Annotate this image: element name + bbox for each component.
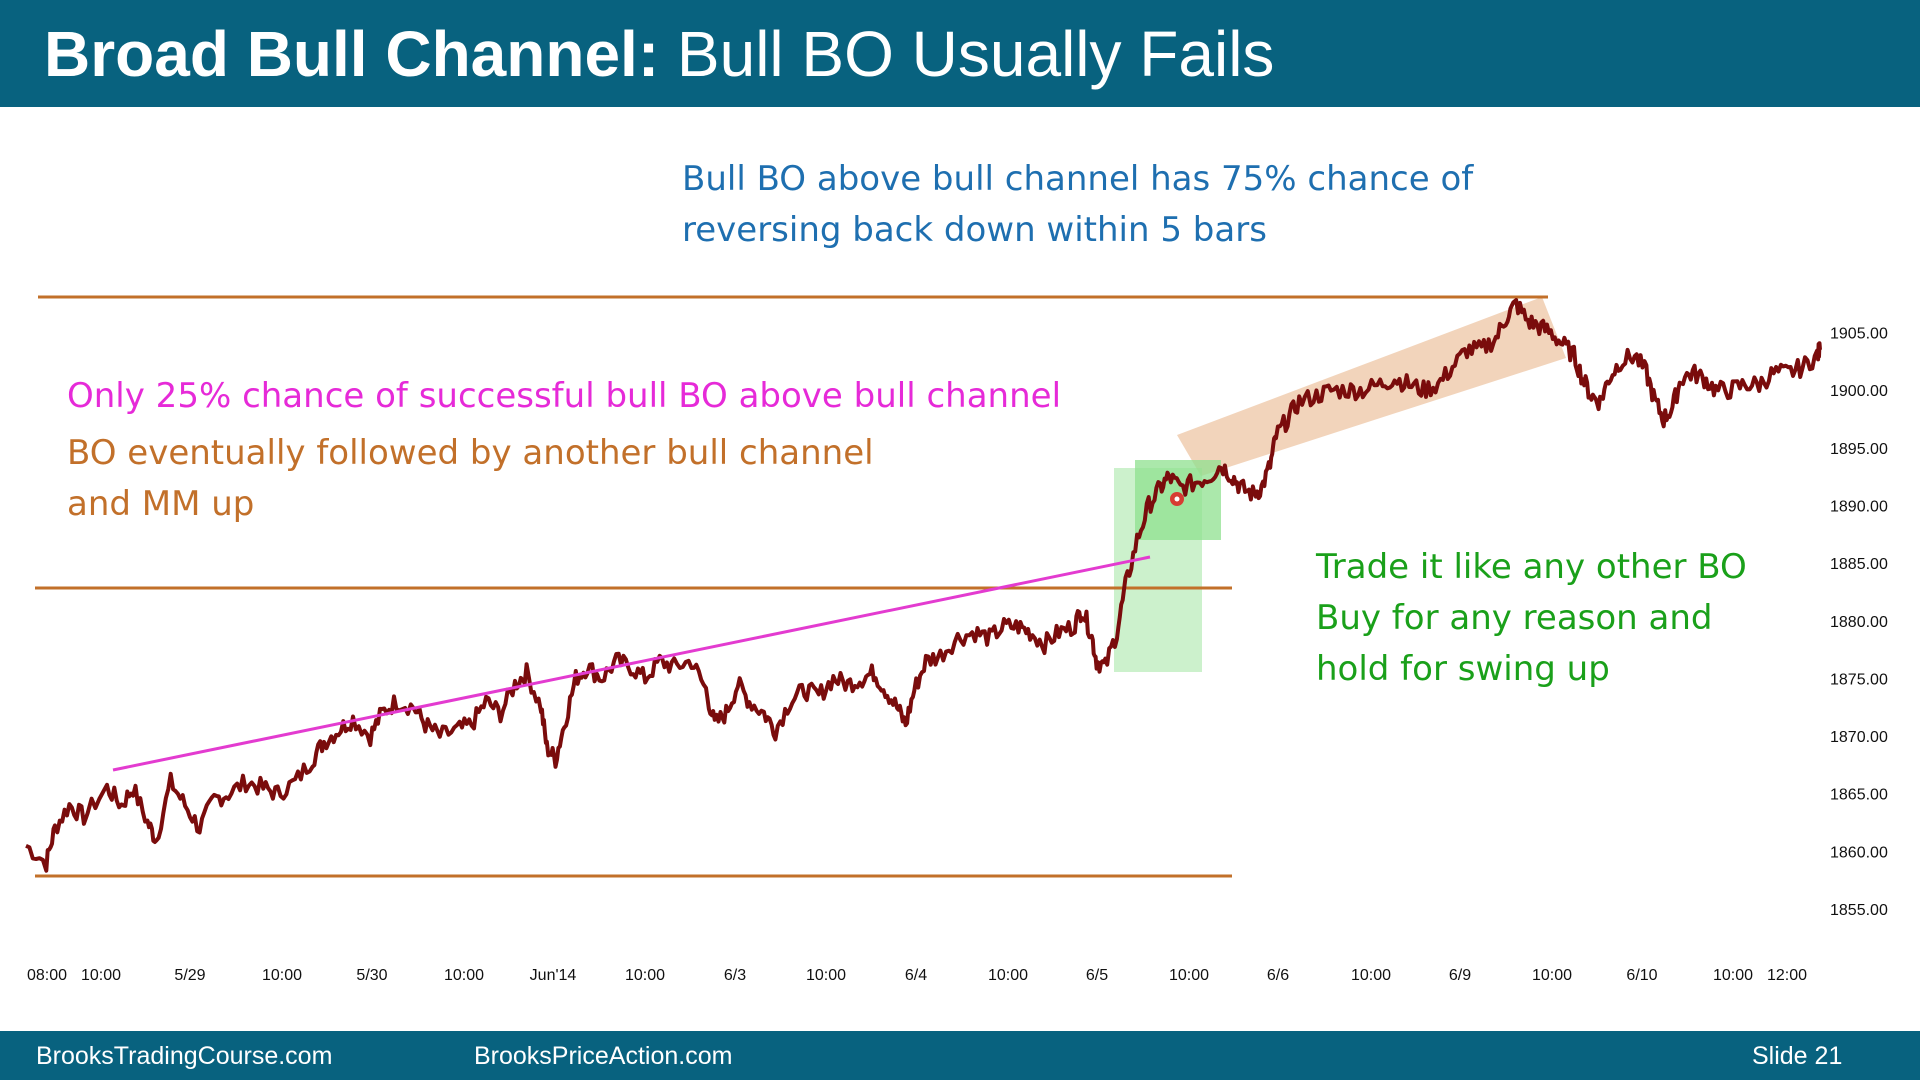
slide-footer: BrooksTradingCourse.com BrooksPriceActio… xyxy=(0,1031,1920,1080)
x-tick-label: 6/3 xyxy=(724,967,746,984)
y-tick-label: 1860.00 xyxy=(1830,844,1888,861)
slide-title: Broad Bull Channel: Bull BO Usually Fail… xyxy=(44,16,1274,92)
slide-title-rest: Bull BO Usually Fails xyxy=(659,18,1275,90)
bull-trendline xyxy=(112,555,1151,772)
annotation-reversal-note: Bull BO above bull channel has 75% chanc… xyxy=(682,154,1473,256)
x-tick-label: 5/29 xyxy=(174,967,205,984)
x-tick-label: 10:00 xyxy=(1532,967,1572,984)
annotation-line: reversing back down within 5 bars xyxy=(682,210,1267,250)
y-tick-label: 1900.00 xyxy=(1830,383,1888,400)
annotation-line: BO eventually followed by another bull c… xyxy=(67,433,874,473)
footer-site-link[interactable]: BrooksPriceAction.com xyxy=(474,1042,733,1070)
x-tick-label: 10:00 xyxy=(1351,967,1391,984)
y-tick-label: 1895.00 xyxy=(1830,441,1888,458)
y-tick-label: 1890.00 xyxy=(1830,498,1888,515)
slide-title-bold: Broad Bull Channel: xyxy=(44,18,660,90)
price-series-line xyxy=(25,298,1822,873)
annotation-line: Only 25% chance of successful bull BO ab… xyxy=(67,376,1062,416)
x-tick-label: 10:00 xyxy=(444,967,484,984)
x-tick-label: 08:00 xyxy=(27,967,67,984)
x-tick-label: 6/5 xyxy=(1086,967,1108,984)
x-tick-label: 10:00 xyxy=(81,967,121,984)
y-tick-label: 1875.00 xyxy=(1830,671,1888,688)
annotation-line: and MM up xyxy=(67,484,255,524)
slide-header: Broad Bull Channel: Bull BO Usually Fail… xyxy=(0,0,1920,107)
annotation-bull-channel: BO eventually followed by another bull c… xyxy=(67,428,874,530)
y-tick-label: 1880.00 xyxy=(1830,614,1888,631)
y-tick-label: 1870.00 xyxy=(1830,729,1888,746)
y-tick-label: 1905.00 xyxy=(1830,326,1888,343)
x-tick-label: 10:00 xyxy=(1713,967,1753,984)
x-tick-label: 10:00 xyxy=(262,967,302,984)
breakout-bar-marker-dot xyxy=(1174,496,1180,502)
annotation-line: Trade it like any other BO xyxy=(1316,547,1747,587)
annotation-success-chance: Only 25% chance of successful bull BO ab… xyxy=(67,371,1061,422)
y-tick-label: 1855.00 xyxy=(1830,902,1888,919)
x-tick-label: 12:00 xyxy=(1767,967,1807,984)
annotation-trade-plan: Trade it like any other BO Buy for any r… xyxy=(1316,542,1747,695)
y-tick-label: 1865.00 xyxy=(1830,787,1888,804)
y-tick-label: 1885.00 xyxy=(1830,556,1888,573)
annotation-line: Bull BO above bull channel has 75% chanc… xyxy=(682,159,1474,199)
x-tick-label: 6/9 xyxy=(1449,967,1471,984)
annotation-line: Buy for any reason and xyxy=(1316,598,1713,638)
annotation-line: hold for swing up xyxy=(1316,649,1610,689)
x-tick-label: 6/10 xyxy=(1626,967,1657,984)
x-tick-label: 10:00 xyxy=(625,967,665,984)
footer-course-link[interactable]: BrooksTradingCourse.com xyxy=(36,1042,333,1070)
x-tick-label: 5/30 xyxy=(356,967,387,984)
x-tick-label: 10:00 xyxy=(806,967,846,984)
x-tick-label: Jun'14 xyxy=(530,967,577,984)
slide-number: Slide 21 xyxy=(1752,1042,1843,1070)
x-tick-label: 6/6 xyxy=(1267,967,1289,984)
x-tick-label: 10:00 xyxy=(1169,967,1209,984)
x-tick-label: 10:00 xyxy=(988,967,1028,984)
x-tick-label: 6/4 xyxy=(905,967,927,984)
